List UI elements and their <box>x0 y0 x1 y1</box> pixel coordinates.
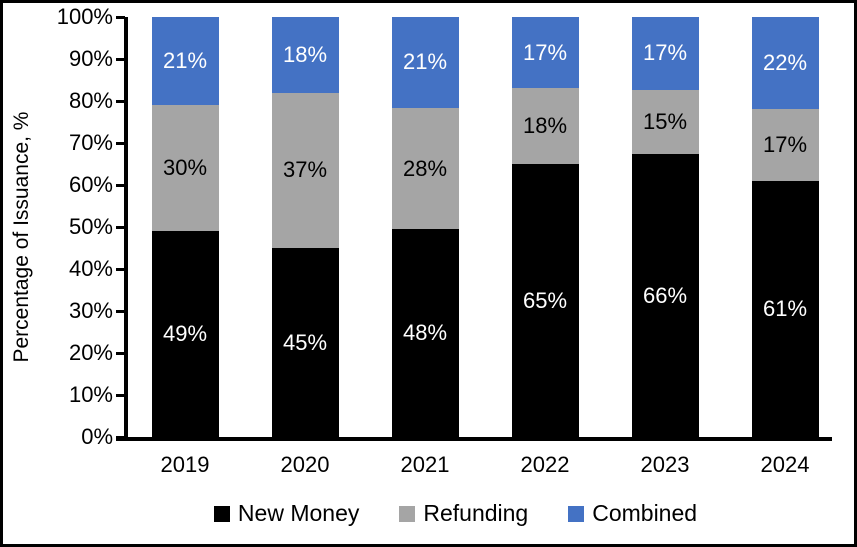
data-label: 21% <box>162 48 208 74</box>
bar-segment-new-money: 45% <box>271 248 339 437</box>
data-label: 18% <box>522 113 568 139</box>
y-axis-tick-mark <box>116 226 125 229</box>
data-label: 66% <box>642 282 688 308</box>
y-axis-tick-mark <box>116 16 125 19</box>
y-axis-line <box>124 17 128 441</box>
bar-segment-refunding: 18% <box>511 88 579 164</box>
bar-segment-refunding: 15% <box>631 89 699 155</box>
bar-segment-combined: 17% <box>631 17 699 90</box>
data-label: 48% <box>402 320 448 346</box>
x-axis-label: 2024 <box>760 452 810 477</box>
data-label: 21% <box>402 49 448 75</box>
bar-2019: 49% 30% 21% <box>151 17 219 437</box>
legend-label: Combined <box>592 500 698 526</box>
y-axis-tick-label: 60% <box>68 172 113 197</box>
data-label: 18% <box>282 41 328 67</box>
bar-segment-new-money: 66% <box>631 154 699 437</box>
y-axis-tick-label: 100% <box>56 4 113 29</box>
bar-2024: 61% 17% 22% <box>751 17 819 437</box>
y-axis-tick-mark <box>116 268 125 271</box>
bar-segment-refunding: 37% <box>271 92 339 248</box>
legend-swatch-new-money <box>213 505 230 522</box>
bar-segment-combined: 18% <box>271 17 339 93</box>
data-label: 45% <box>282 329 328 355</box>
y-axis-tick-mark <box>116 58 125 61</box>
x-axis-label: 2023 <box>640 452 690 477</box>
y-axis-tick-mark <box>116 394 125 397</box>
bar-2023: 66% 15% 17% <box>631 17 699 437</box>
data-label: 22% <box>762 50 808 76</box>
legend-swatch-combined <box>568 505 585 522</box>
data-label: 28% <box>402 155 448 181</box>
y-axis-tick-label: 20% <box>68 340 113 365</box>
legend-swatch-refunding <box>399 505 416 522</box>
x-axis-label: 2021 <box>400 452 450 477</box>
bar-2021: 48% 28% 21% <box>391 17 459 437</box>
x-axis-label: 2019 <box>160 452 210 477</box>
y-axis-tick-mark <box>116 142 125 145</box>
legend-item-new-money: New Money <box>213 500 360 527</box>
bar-2020: 45% 37% 18% <box>271 17 339 437</box>
data-label: 17% <box>642 40 688 66</box>
y-axis-tick-label: 10% <box>68 382 113 407</box>
legend-label: New Money <box>237 500 360 526</box>
chart-stage: Percentage of Issuance, % 100% 90% 80% 70% 6… <box>3 3 854 544</box>
data-label: 17% <box>522 39 568 65</box>
y-axis-tick-label: 50% <box>68 214 113 239</box>
y-axis-tick-mark <box>116 184 125 187</box>
bar-segment-new-money: 49% <box>151 231 219 437</box>
y-axis-tick-mark <box>116 100 125 103</box>
bar-segment-new-money: 61% <box>751 180 819 437</box>
y-axis-tick-mark <box>116 310 125 313</box>
bar-segment-combined: 21% <box>391 17 459 108</box>
data-label: 65% <box>522 287 568 313</box>
data-label: 15% <box>642 109 688 135</box>
bar-segment-refunding: 30% <box>151 105 219 232</box>
bar-segment-refunding: 17% <box>751 109 819 181</box>
plot-area: 49% 30% 21% 45% 37% 18% 48% 28% 21% 65% 18% 17% 66% 1… <box>3 3 854 544</box>
x-axis-line <box>116 437 832 441</box>
data-label: 17% <box>762 132 808 158</box>
y-axis-tick-label: 90% <box>68 46 113 71</box>
bar-segment-new-money: 65% <box>511 164 579 437</box>
y-axis-tick-label: 70% <box>68 130 113 155</box>
bar-2022: 65% 18% 17% <box>511 17 579 437</box>
bar-segment-combined: 22% <box>751 17 819 110</box>
y-axis-tick-label: 40% <box>68 256 113 281</box>
data-label: 37% <box>282 157 328 183</box>
data-label: 61% <box>762 295 808 321</box>
data-label: 30% <box>162 155 208 181</box>
legend: New Money Refunding Combined <box>3 500 854 527</box>
y-axis-tick-mark <box>116 352 125 355</box>
y-axis-tick-label: 80% <box>68 88 113 113</box>
legend-label: Refunding <box>423 500 529 526</box>
x-axis-label: 2020 <box>280 452 330 477</box>
bar-segment-combined: 21% <box>151 17 219 106</box>
data-label: 49% <box>162 321 208 347</box>
legend-item-refunding: Refunding <box>399 500 528 527</box>
bar-segment-new-money: 48% <box>391 229 459 437</box>
bar-segment-refunding: 28% <box>391 107 459 230</box>
y-axis-tick-label: 30% <box>68 298 113 323</box>
legend-item-combined: Combined <box>568 500 697 527</box>
bar-segment-combined: 17% <box>511 17 579 89</box>
x-axis-label: 2022 <box>520 452 570 477</box>
y-axis-tick-label: 0% <box>81 424 113 449</box>
